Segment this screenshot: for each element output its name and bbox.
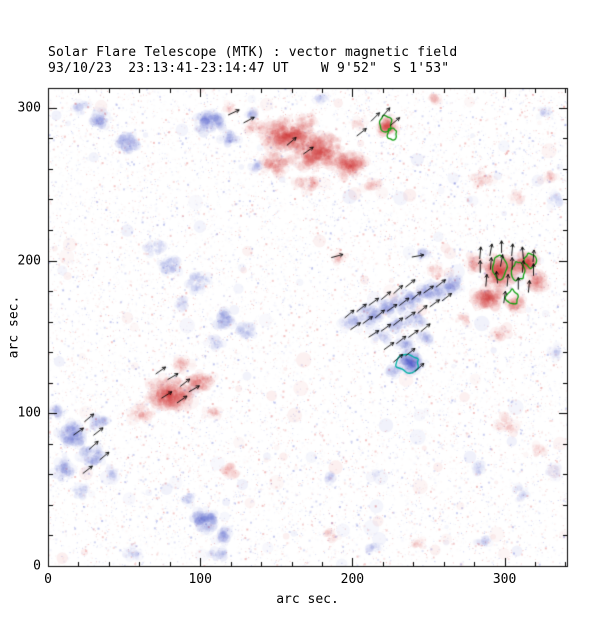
y-axis-label: arc sec. [6, 295, 22, 359]
x-tick-label: 0 [44, 572, 52, 587]
y-tick-label: 300 [17, 100, 41, 116]
plot-subtitle: 93/10/23 23:13:41-23:14:47 UT W 9'52" S … [48, 61, 450, 76]
x-tick-label: 100 [188, 572, 212, 587]
y-tick-label: 0 [33, 558, 41, 574]
plot-title: Solar Flare Telescope (MTK) : vector mag… [48, 45, 458, 60]
y-tick-label: 100 [17, 405, 41, 421]
x-tick-label: 200 [340, 572, 365, 587]
x-tick-label: 300 [492, 572, 517, 587]
x-axis-label: arc sec. [276, 592, 339, 607]
y-tick-label: 200 [17, 253, 41, 269]
